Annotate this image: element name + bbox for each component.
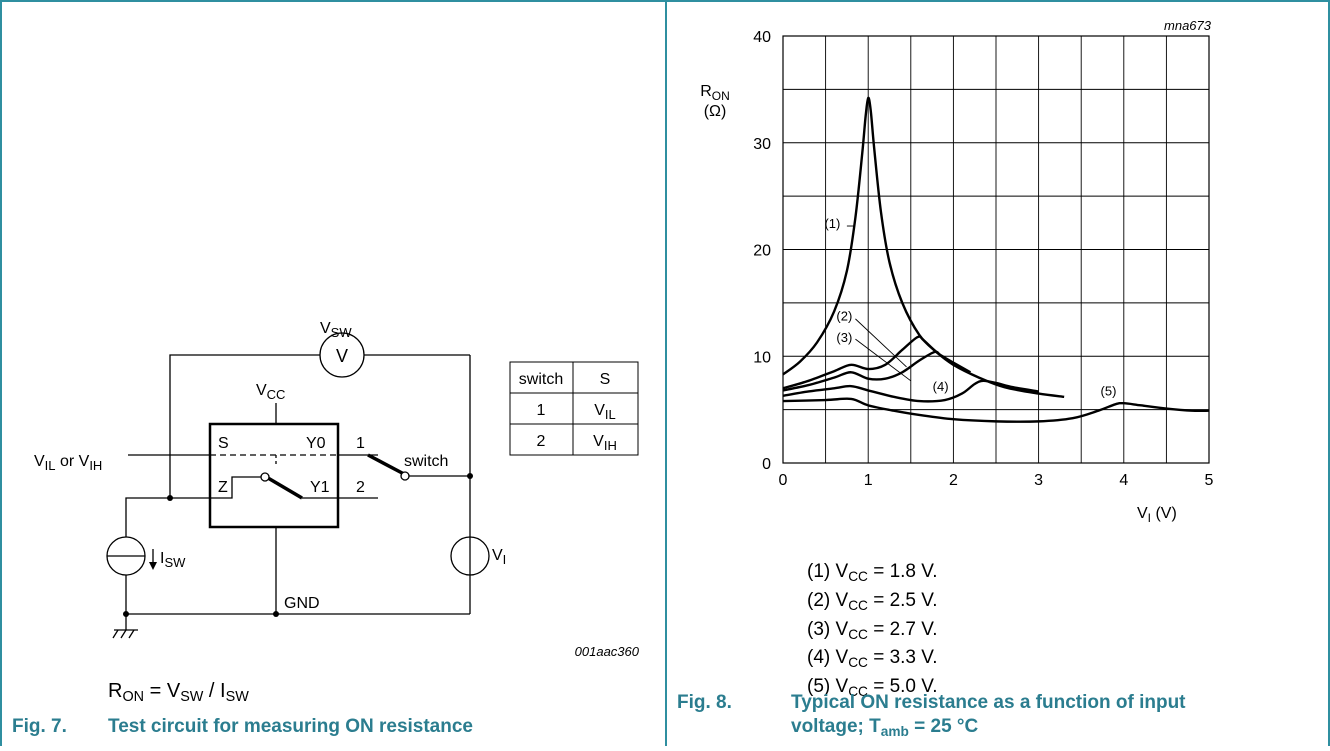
- y-tick-label: 10: [753, 349, 771, 366]
- wire-top: [169, 354, 320, 498]
- table-row-1-switch: 1: [537, 402, 546, 419]
- wire-left: [125, 497, 210, 537]
- series-line-5: [782, 397, 1210, 423]
- x-tick-label: 4: [1119, 472, 1128, 489]
- fig7-caption-number: Fig. 7.: [12, 716, 67, 737]
- table-row-1-s: VIL: [594, 402, 616, 422]
- table-row-2-switch: 2: [537, 433, 546, 450]
- legend-item-2: (2) VCC = 2.5 V.: [807, 589, 938, 613]
- fig8-caption-number: Fig. 8.: [677, 692, 732, 713]
- fig7-caption: Fig. 7. Test circuit for measuring ON re…: [12, 716, 652, 740]
- chart-code: mna673: [1164, 18, 1212, 33]
- x-tick-label: 1: [864, 472, 873, 489]
- junction-dot: [467, 473, 473, 479]
- series-line-4: [782, 379, 1039, 403]
- ground-icon: [112, 629, 138, 639]
- junction-dot: [167, 495, 173, 501]
- y-tick-label: 30: [753, 136, 771, 153]
- switch-table: [509, 361, 639, 456]
- gnd-label: GND: [284, 595, 320, 612]
- junction-dot: [123, 611, 129, 617]
- vil-vih-label: VIL or VIH: [34, 453, 102, 473]
- switch-blade: [367, 453, 405, 476]
- ic-box: [208, 422, 340, 529]
- table-header-switch: switch: [519, 371, 563, 388]
- fig7-panel: V VSW VCC S Y0 Z Y1 1 2 switch VIL or VI…: [0, 0, 666, 746]
- internal-switch-pivot: [260, 472, 270, 482]
- pin-s-label: S: [218, 435, 229, 452]
- table-header-s: S: [600, 371, 611, 388]
- annotation-leader-line: [855, 318, 907, 368]
- x-axis-label: VI (V): [1137, 505, 1177, 525]
- internal-z: [210, 476, 262, 499]
- pin-y0-label: Y0: [306, 435, 326, 452]
- frame-left-border: [0, 0, 2, 746]
- ron-formula: RON = VSW / ISW: [108, 680, 249, 706]
- frame-divider: [665, 0, 667, 746]
- x-tick-label: 5: [1205, 472, 1214, 489]
- x-tick-label: 0: [779, 472, 788, 489]
- pin-z-label: Z: [218, 479, 228, 496]
- series-annotation-3: (3): [836, 330, 852, 345]
- y-tick-label: 40: [753, 29, 771, 46]
- vcc-label: VCC: [256, 382, 285, 402]
- junction-dot: [273, 611, 279, 617]
- fig8-caption-line-2: voltage; Tamb = 25 °C: [791, 716, 979, 739]
- y-tick-label: 0: [762, 456, 771, 473]
- fig7-caption-text: Test circuit for measuring ON resistance: [108, 716, 473, 737]
- series-annotation-2: (2): [836, 309, 852, 324]
- table-row-2-s: VIH: [593, 433, 617, 453]
- switch-pivot: [400, 471, 410, 481]
- vsw-label: VSW: [320, 320, 352, 340]
- vi-label: VI: [492, 547, 506, 567]
- annotation-leader-line: [855, 338, 912, 382]
- pin-y1-label: Y1: [310, 479, 330, 496]
- legend-item-5: (5) VCC = 5.0 V.: [807, 676, 938, 700]
- frame-right-border: [1328, 0, 1330, 746]
- internal-blade: [267, 476, 303, 500]
- voltmeter-circle: [319, 332, 365, 378]
- series-line-3: [782, 350, 972, 392]
- x-tick-label: 3: [1034, 472, 1043, 489]
- test-circuit-diagram: V VSW VCC S Y0 Z Y1 1 2 switch VIL or VI…: [34, 320, 640, 659]
- y-tick-label: 20: [753, 243, 771, 260]
- legend-item-3: (3) VCC = 2.7 V.: [807, 618, 938, 642]
- y-axis-unit: (Ω): [704, 103, 727, 120]
- chart-annotations: (1) (2) (3) (4) (5): [824, 216, 1116, 399]
- series-line-1: [782, 96, 1065, 399]
- voltmeter-symbol: V: [336, 346, 348, 366]
- chart-legend: (1) VCC = 1.8 V. (2) VCC = 2.5 V. (3) VC…: [807, 560, 938, 704]
- chart-axes: 0 1 2 3 4 5 0 10 20 30 40: [753, 29, 1213, 489]
- y-axis-label: RON: [700, 83, 730, 103]
- fig8-caption-line-1: Typical ON resistance as a function of i…: [791, 692, 1186, 713]
- chart-curves: [782, 96, 1210, 423]
- position-1-label: 1: [356, 435, 365, 452]
- position-2-label: 2: [356, 479, 365, 496]
- legend-item-1: (1) VCC = 1.8 V.: [807, 561, 938, 584]
- switch-label: switch: [404, 453, 448, 470]
- series-line-2: [782, 335, 955, 390]
- fig8-panel: 0 1 2 3 4 5 0 10 20 30 40 (1) (2) (3) (4) (5) mna673 R…: [667, 0, 1330, 746]
- series-annotation-4: (4): [933, 379, 949, 394]
- legend-item-4: (4) VCC = 3.3 V.: [807, 647, 938, 671]
- current-arrow-head: [149, 562, 157, 570]
- fig7-code: 001aac360: [575, 644, 640, 659]
- fig8-caption: Fig. 8. Typical ON resistance as a funct…: [677, 692, 1317, 740]
- x-tick-label: 2: [949, 472, 958, 489]
- series-annotation-5: (5): [1101, 383, 1117, 398]
- series-annotation-1: (1): [824, 216, 840, 231]
- ron-chart: 0 1 2 3 4 5 0 10 20 30 40 (1) (2) (3) (4) (5) mna673 R…: [700, 18, 1213, 525]
- plot-frame: [782, 35, 1210, 464]
- isw-label: ISW: [160, 550, 186, 570]
